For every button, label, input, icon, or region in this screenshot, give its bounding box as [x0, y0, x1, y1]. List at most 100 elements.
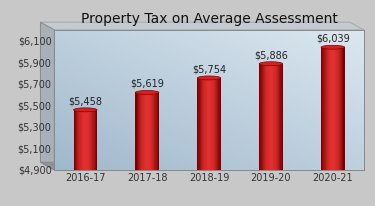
- Bar: [276, 64, 277, 170]
- Bar: [322, 47, 324, 170]
- Ellipse shape: [321, 168, 345, 170]
- Bar: [197, 78, 199, 170]
- Bar: [214, 78, 215, 170]
- Bar: [92, 110, 94, 170]
- Ellipse shape: [74, 108, 97, 112]
- Bar: [340, 47, 341, 170]
- Text: $6,039: $6,039: [316, 34, 350, 44]
- Bar: [208, 78, 209, 170]
- Bar: [88, 110, 89, 170]
- Bar: [270, 64, 271, 170]
- Bar: [96, 110, 97, 170]
- Bar: [328, 47, 329, 170]
- Bar: [263, 64, 264, 170]
- Bar: [144, 92, 145, 170]
- Bar: [153, 92, 154, 170]
- Bar: [136, 92, 138, 170]
- Bar: [327, 47, 328, 170]
- Text: $5,619: $5,619: [130, 79, 164, 89]
- Bar: [78, 110, 80, 170]
- Bar: [207, 78, 208, 170]
- Bar: [135, 92, 137, 170]
- Bar: [141, 92, 142, 170]
- Bar: [264, 64, 265, 170]
- Bar: [198, 78, 200, 170]
- Ellipse shape: [197, 76, 221, 80]
- Bar: [332, 47, 333, 170]
- Bar: [74, 110, 75, 170]
- Ellipse shape: [259, 168, 283, 170]
- Bar: [273, 64, 274, 170]
- Bar: [206, 78, 207, 170]
- Bar: [150, 92, 151, 170]
- Bar: [93, 110, 95, 170]
- Bar: [142, 92, 144, 170]
- Text: $5,886: $5,886: [254, 50, 288, 60]
- Bar: [336, 47, 338, 170]
- Bar: [268, 64, 270, 170]
- Bar: [147, 92, 148, 170]
- Ellipse shape: [259, 62, 283, 66]
- Bar: [140, 92, 141, 170]
- Bar: [203, 78, 204, 170]
- Bar: [272, 64, 273, 170]
- Bar: [157, 92, 158, 170]
- Bar: [279, 64, 280, 170]
- Bar: [329, 47, 331, 170]
- Bar: [80, 110, 81, 170]
- Ellipse shape: [321, 45, 345, 49]
- Bar: [280, 64, 282, 170]
- Bar: [158, 92, 159, 170]
- Bar: [84, 110, 86, 170]
- Bar: [277, 64, 278, 170]
- Bar: [260, 64, 262, 170]
- Bar: [325, 47, 326, 170]
- Bar: [145, 92, 146, 170]
- Bar: [200, 78, 201, 170]
- Bar: [83, 110, 84, 170]
- Bar: [209, 78, 210, 170]
- Bar: [87, 110, 88, 170]
- Bar: [155, 92, 157, 170]
- Ellipse shape: [74, 168, 97, 170]
- Bar: [271, 64, 272, 170]
- Bar: [333, 47, 334, 170]
- Bar: [338, 47, 339, 170]
- Ellipse shape: [135, 168, 159, 170]
- Ellipse shape: [197, 168, 221, 170]
- Bar: [151, 92, 152, 170]
- Bar: [76, 110, 77, 170]
- Title: Property Tax on Average Assessment: Property Tax on Average Assessment: [81, 12, 338, 26]
- Bar: [75, 110, 76, 170]
- Bar: [204, 78, 206, 170]
- Bar: [154, 92, 156, 170]
- Bar: [146, 92, 147, 170]
- Bar: [82, 110, 83, 170]
- Text: $5,754: $5,754: [192, 64, 226, 74]
- Bar: [323, 47, 325, 170]
- Bar: [152, 92, 153, 170]
- Bar: [339, 47, 340, 170]
- Bar: [139, 92, 140, 170]
- Bar: [213, 78, 214, 170]
- Bar: [89, 110, 90, 170]
- Bar: [278, 64, 279, 170]
- Bar: [265, 64, 266, 170]
- Bar: [148, 92, 150, 170]
- Bar: [85, 110, 87, 170]
- Bar: [330, 47, 332, 170]
- Bar: [219, 78, 220, 170]
- Bar: [91, 110, 93, 170]
- Bar: [95, 110, 96, 170]
- Bar: [210, 78, 212, 170]
- Bar: [334, 47, 335, 170]
- Bar: [215, 78, 216, 170]
- Bar: [138, 92, 139, 170]
- Bar: [321, 47, 322, 170]
- Bar: [211, 78, 213, 170]
- Ellipse shape: [135, 90, 159, 94]
- Bar: [344, 47, 345, 170]
- Bar: [341, 47, 342, 170]
- Bar: [259, 64, 261, 170]
- Bar: [326, 47, 327, 170]
